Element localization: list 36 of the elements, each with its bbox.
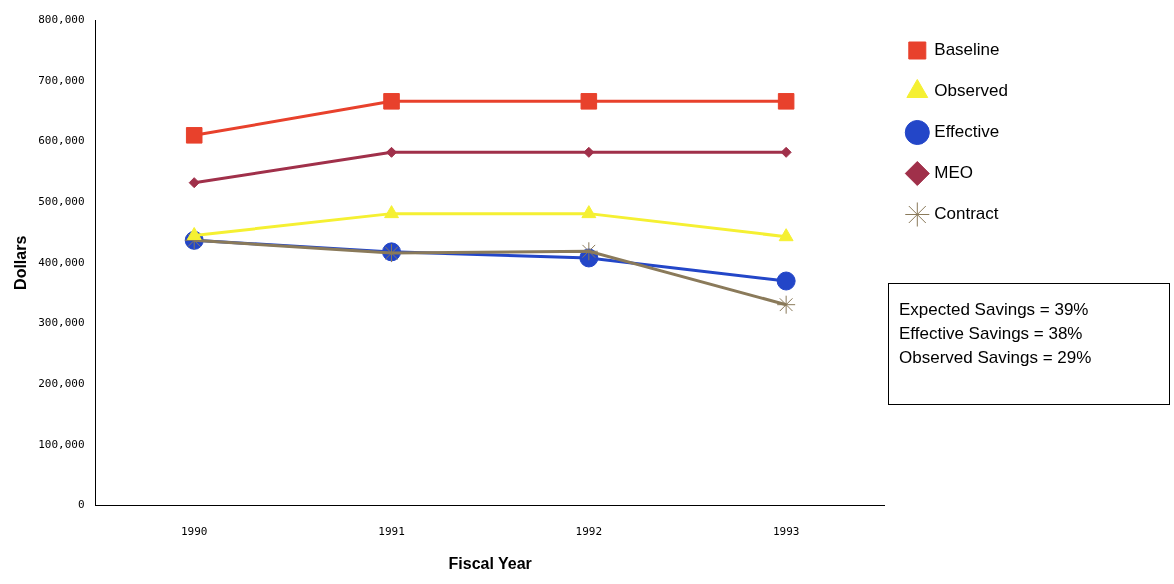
y-axis-title: Dollars xyxy=(12,235,30,290)
legend-label: Contract xyxy=(934,204,999,224)
legend-label: MEO xyxy=(934,163,974,183)
point xyxy=(583,146,595,158)
point xyxy=(776,271,796,291)
point xyxy=(384,205,399,219)
y-tick-label: 700,000 xyxy=(38,73,85,87)
x-tick-label: 1990 xyxy=(180,525,208,539)
point xyxy=(383,93,400,110)
point xyxy=(185,127,203,144)
y-tick-label: 100,000 xyxy=(38,437,85,451)
y-tick-label: 200,000 xyxy=(38,377,85,391)
text: Effective Savings = 38% xyxy=(899,323,1084,345)
point xyxy=(580,93,598,110)
y-tick-label: 300,000 xyxy=(38,316,85,330)
x-axis-title: Fiscal Year xyxy=(448,554,532,572)
y-tick-label: 800,000 xyxy=(38,12,85,26)
legend-label: Baseline xyxy=(934,40,1000,60)
point xyxy=(777,93,795,110)
point xyxy=(776,295,796,315)
point xyxy=(581,205,597,219)
point xyxy=(778,228,794,242)
y-tick-label: 600,000 xyxy=(38,134,85,148)
y-tick-label: 0 xyxy=(77,498,85,512)
legend-label: Observed xyxy=(934,81,1008,101)
x-tick-label: 1993 xyxy=(772,525,800,539)
x-tick-label: 1991 xyxy=(378,525,405,539)
x-tick-label: 1992 xyxy=(575,525,603,539)
text: Observed Savings = 29% xyxy=(899,347,1093,369)
y-tick-label: 500,000 xyxy=(38,194,85,208)
point xyxy=(780,146,792,158)
text: Expected Savings = 39% xyxy=(899,299,1090,321)
point xyxy=(188,177,200,189)
y-tick-label: 400,000 xyxy=(38,255,85,269)
point xyxy=(579,241,599,261)
legend-label: Effective xyxy=(934,122,1000,142)
